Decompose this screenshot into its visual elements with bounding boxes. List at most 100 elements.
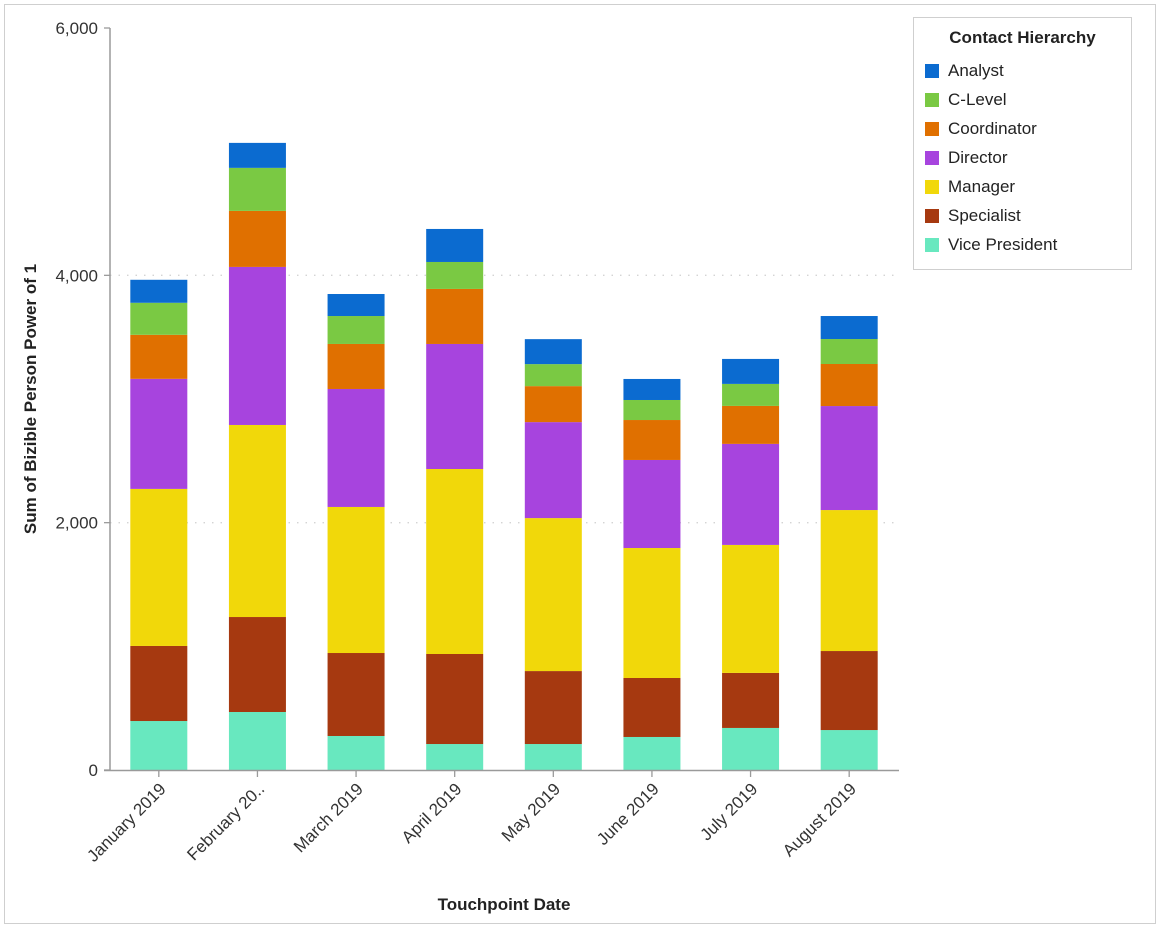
bar-stack (623, 378, 681, 770)
x-axis-title: Touchpoint Date (438, 895, 571, 914)
legend-swatch (925, 122, 939, 136)
x-tick-label: May 2019 (498, 779, 564, 845)
bar-segment-analyst[interactable] (130, 279, 188, 303)
bar-segment-director[interactable] (524, 422, 582, 519)
bar-segment-specialist[interactable] (524, 671, 582, 745)
legend-item-c-level[interactable]: C-Level (925, 89, 1007, 111)
x-ticks: January 2019 February 20.. March 2019 April… (83, 771, 860, 866)
bar-segment-manager[interactable] (426, 468, 484, 655)
bar-segment-c-level[interactable] (722, 383, 780, 406)
legend-item-manager[interactable]: Manager (925, 176, 1015, 198)
y-axis-title: Sum of Bizible Person Power of 1 (21, 264, 40, 534)
bar-segment-c-level[interactable] (228, 167, 286, 211)
x-tick-label: April 2019 (398, 779, 466, 847)
bar-segment-analyst[interactable] (820, 316, 878, 340)
bar-segment-manager[interactable] (130, 488, 188, 646)
legend-swatch (925, 151, 939, 165)
bar-segment-specialist[interactable] (327, 653, 385, 736)
bar-segment-specialist[interactable] (426, 654, 484, 745)
bar-segment-specialist[interactable] (228, 617, 286, 713)
bar-segment-manager[interactable] (722, 544, 780, 673)
bar-segment-director[interactable] (228, 266, 286, 425)
bar-segment-c-level[interactable] (426, 261, 484, 289)
bar-segment-vice-president[interactable] (130, 721, 188, 770)
bar-segment-manager[interactable] (820, 510, 878, 652)
bar-segment-vice-president[interactable] (228, 712, 286, 770)
bar-segment-analyst[interactable] (623, 378, 681, 400)
bar-stack (130, 279, 188, 770)
legend-item-director[interactable]: Director (925, 147, 1008, 169)
y-ticks: 0 2,000 4,000 6,000 (55, 19, 110, 780)
bar-segment-vice-president[interactable] (722, 727, 780, 770)
bar-segment-director[interactable] (623, 459, 681, 549)
bar-segment-analyst[interactable] (228, 142, 286, 168)
legend-title: Contact Hierarchy (949, 28, 1096, 47)
bar-segment-analyst[interactable] (426, 228, 484, 262)
bar-segment-vice-president[interactable] (524, 744, 582, 770)
legend-item-coordinator[interactable]: Coordinator (925, 118, 1037, 140)
legend-label: Analyst (948, 61, 1004, 80)
x-tick-label: February 20.. (183, 779, 268, 864)
bar-segment-director[interactable] (820, 406, 878, 511)
bar-segment-analyst[interactable] (327, 294, 385, 317)
bar-segment-coordinator[interactable] (228, 210, 286, 267)
x-tick-label: August 2019 (779, 779, 860, 860)
bar-segment-director[interactable] (426, 343, 484, 469)
bar-segment-analyst[interactable] (722, 358, 780, 384)
bar-segment-coordinator[interactable] (623, 420, 681, 460)
x-tick-label: March 2019 (290, 779, 367, 856)
legend-item-vice-president[interactable]: Vice President (925, 234, 1057, 256)
bar-stack (722, 358, 780, 770)
bar-segment-director[interactable] (722, 443, 780, 545)
bar-segment-c-level[interactable] (820, 339, 878, 365)
bar-segment-coordinator[interactable] (130, 334, 188, 379)
bar-stack (228, 142, 286, 770)
legend-label: C-Level (948, 90, 1007, 109)
bar-segment-coordinator[interactable] (327, 343, 385, 389)
bar-segment-c-level[interactable] (623, 399, 681, 421)
bar-segment-coordinator[interactable] (722, 405, 780, 444)
legend-item-analyst[interactable]: Analyst (925, 60, 1004, 82)
bar-segment-analyst[interactable] (524, 339, 582, 365)
bar-segment-manager[interactable] (327, 506, 385, 654)
legend-label: Manager (948, 177, 1016, 196)
bar-segment-vice-president[interactable] (820, 730, 878, 770)
bar-segment-director[interactable] (327, 388, 385, 507)
bar-segment-specialist[interactable] (722, 672, 780, 728)
bar-segment-specialist[interactable] (820, 651, 878, 731)
bar-segment-c-level[interactable] (130, 302, 188, 335)
legend-label: Specialist (948, 206, 1021, 225)
bar-segment-vice-president[interactable] (623, 736, 681, 770)
gridlines (110, 274, 899, 524)
bar-segment-manager[interactable] (524, 518, 582, 672)
bar-segment-vice-president[interactable] (327, 735, 385, 770)
bar-segment-coordinator[interactable] (426, 288, 484, 344)
legend-item-specialist[interactable]: Specialist (925, 205, 1021, 227)
bar-segment-manager[interactable] (623, 548, 681, 678)
legend-swatch (925, 64, 939, 78)
bar-segment-manager[interactable] (228, 424, 286, 618)
bar-stack (426, 228, 484, 770)
bar-segment-director[interactable] (130, 378, 188, 489)
bar-segment-vice-president[interactable] (426, 744, 484, 770)
bar-segment-coordinator[interactable] (524, 386, 582, 423)
legend-swatch (925, 238, 939, 252)
bar-segment-c-level[interactable] (327, 316, 385, 344)
legend-label: Vice President (948, 235, 1058, 254)
legend: Contact Hierarchy Analyst C-Level Coordina… (913, 17, 1132, 270)
bar-segment-c-level[interactable] (524, 364, 582, 387)
bar-stack (327, 294, 385, 770)
y-tick-label: 4,000 (55, 266, 98, 285)
x-tick-label: January 2019 (83, 779, 169, 865)
bar-segment-specialist[interactable] (130, 645, 188, 722)
bar-segment-specialist[interactable] (623, 677, 681, 737)
y-tick-label: 2,000 (55, 514, 98, 533)
y-tick-label: 0 (89, 761, 98, 780)
bar-stack (820, 316, 878, 770)
bar-segment-coordinator[interactable] (820, 364, 878, 407)
bar-stack (524, 339, 582, 770)
legend-swatch (925, 93, 939, 107)
legend-swatch (925, 209, 939, 223)
legend-label: Coordinator (948, 119, 1037, 138)
